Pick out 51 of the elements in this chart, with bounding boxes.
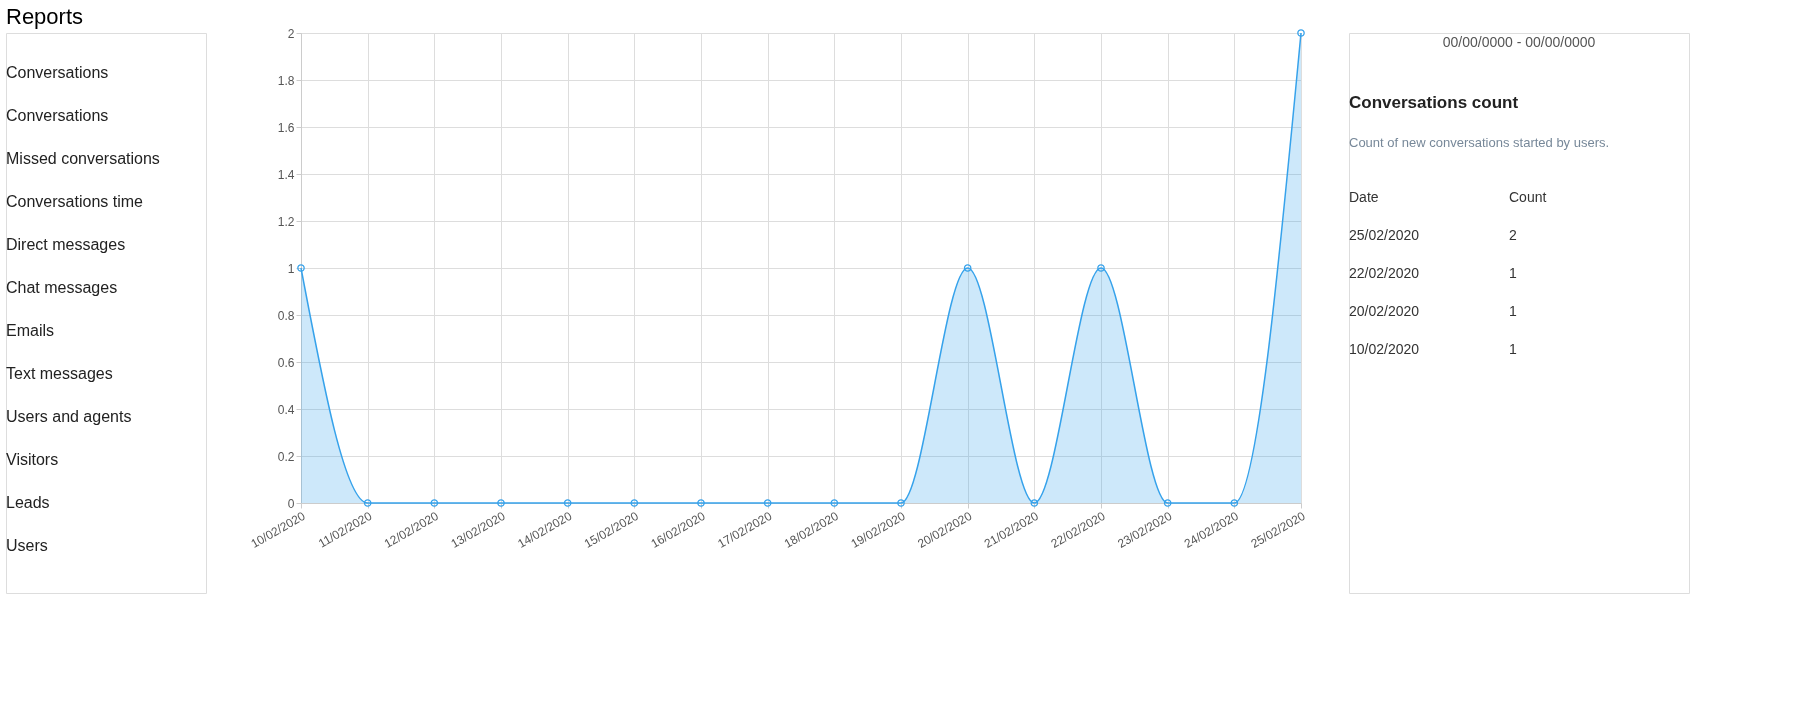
text: Users xyxy=(6,537,48,554)
y-tick-label: 0.8 xyxy=(277,308,295,323)
text: 1 xyxy=(1509,265,1517,281)
point xyxy=(763,499,772,507)
text: Direct messages xyxy=(6,236,126,253)
point xyxy=(963,264,972,272)
text: Conversations xyxy=(6,107,109,124)
y-tick-label: 2 xyxy=(287,26,295,41)
y-tick-label: 0.6 xyxy=(277,355,295,370)
point xyxy=(897,499,905,507)
text: 00/00/0000 - 00/00/0000 xyxy=(1442,34,1596,50)
text: Conversations xyxy=(6,64,109,81)
point xyxy=(497,499,505,507)
point xyxy=(1030,499,1039,507)
point xyxy=(363,499,372,507)
text: Leads xyxy=(6,494,50,511)
text: Users and agents xyxy=(6,408,132,425)
text: Count of new conversations started by users. xyxy=(1349,135,1610,150)
text: Emails xyxy=(6,322,55,339)
point xyxy=(1097,264,1105,272)
text: Text messages xyxy=(6,365,113,382)
text: Conversations time xyxy=(6,193,144,210)
text: Count xyxy=(1509,189,1547,205)
text: 20/02/2020 xyxy=(1349,303,1420,319)
y-tick-label: 0.2 xyxy=(277,449,295,464)
text: 2 xyxy=(1509,227,1517,243)
text: 1 xyxy=(1509,341,1517,357)
text: Date xyxy=(1349,189,1379,205)
point xyxy=(430,499,439,507)
text: Chat messages xyxy=(6,279,118,296)
point xyxy=(1230,499,1239,507)
y-tick-label: 1.2 xyxy=(277,214,295,229)
y-tick-label: 0 xyxy=(287,496,295,511)
y-tick-label: 1.6 xyxy=(277,120,295,135)
text: 1 xyxy=(1509,303,1517,319)
point xyxy=(630,499,639,507)
point xyxy=(830,499,839,507)
text: Missed conversations xyxy=(6,150,160,167)
text: 22/02/2020 xyxy=(1349,265,1420,281)
text: Reports xyxy=(6,4,84,29)
point xyxy=(563,499,572,507)
text: 25/02/2020 xyxy=(1349,227,1420,243)
point xyxy=(1163,499,1172,507)
y-tick-label: 1.8 xyxy=(277,73,295,88)
point xyxy=(697,499,705,507)
y-tick-label: 1 xyxy=(287,261,295,276)
text: 10/02/2020 xyxy=(1349,341,1420,357)
text: Conversations count xyxy=(1349,93,1519,112)
y-tick-label: 1.4 xyxy=(277,167,295,182)
text: Visitors xyxy=(6,451,59,468)
y-tick-label: 0.4 xyxy=(277,402,295,417)
